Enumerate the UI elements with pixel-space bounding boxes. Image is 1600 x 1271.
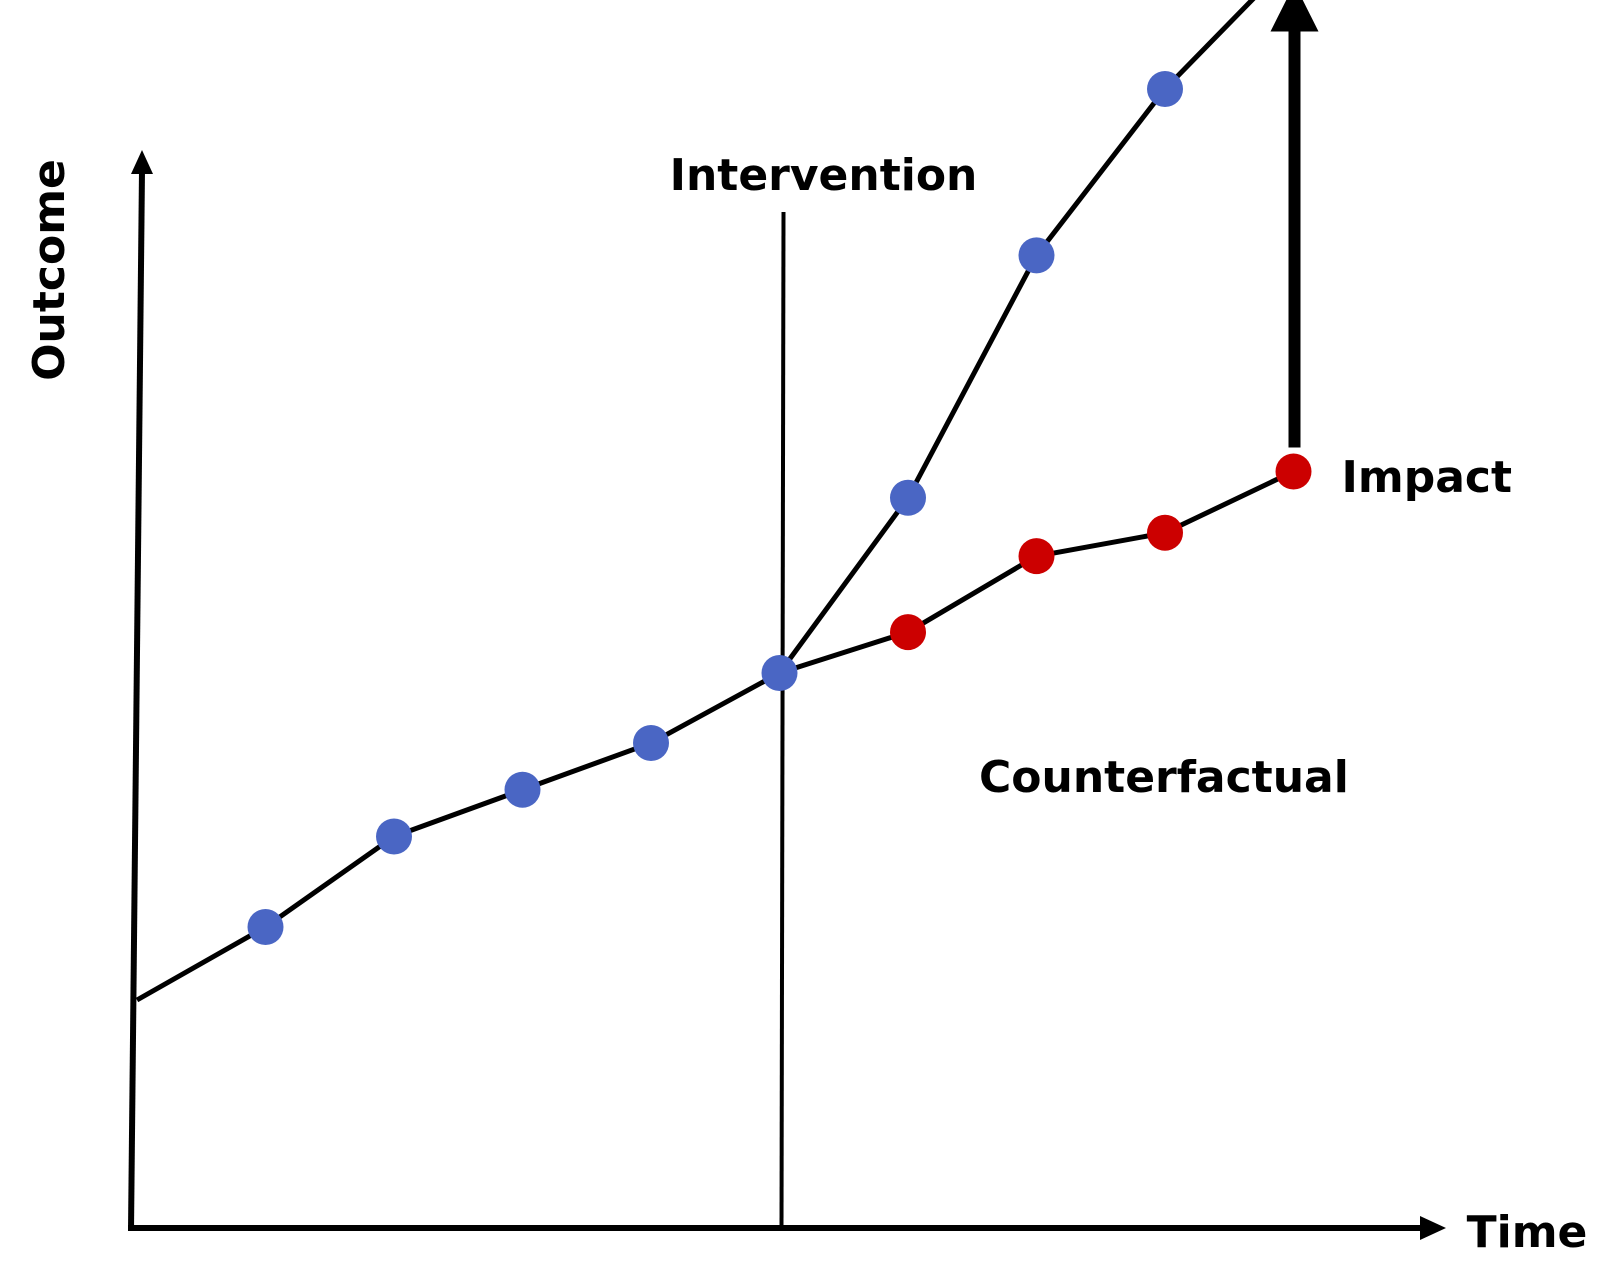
observed-point-1 bbox=[247, 909, 284, 945]
intervention-label: Intervention bbox=[670, 150, 978, 201]
series-layer bbox=[135, 0, 1312, 1003]
observed-point-7 bbox=[1018, 237, 1055, 274]
intervention-line bbox=[779, 211, 786, 1229]
observed-point-8 bbox=[1147, 70, 1183, 107]
y-axis bbox=[128, 169, 145, 1231]
y-axis-label: Outcome bbox=[24, 159, 75, 381]
observed-point-2 bbox=[376, 818, 412, 855]
counterfactual-point-4 bbox=[1275, 453, 1312, 490]
y-axis-arrowhead-icon bbox=[131, 150, 153, 174]
impact-arrow-head-icon bbox=[1270, 0, 1319, 32]
observed-series-line bbox=[135, 0, 1256, 1003]
observed-point-4 bbox=[633, 725, 669, 762]
impact-label: Impact bbox=[1342, 452, 1513, 503]
observed-point-3 bbox=[504, 771, 541, 808]
counterfactual-point-1 bbox=[890, 614, 926, 651]
x-axis-arrowhead-icon bbox=[1420, 1216, 1446, 1240]
counterfactual-label: Counterfactual bbox=[979, 752, 1349, 803]
x-axis-label: Time bbox=[1467, 1207, 1588, 1258]
observed-point-5 bbox=[761, 654, 798, 691]
counterfactual-point-3 bbox=[1147, 514, 1183, 551]
observed-point-6 bbox=[890, 479, 926, 516]
counterfactual-point-2 bbox=[1018, 538, 1055, 575]
